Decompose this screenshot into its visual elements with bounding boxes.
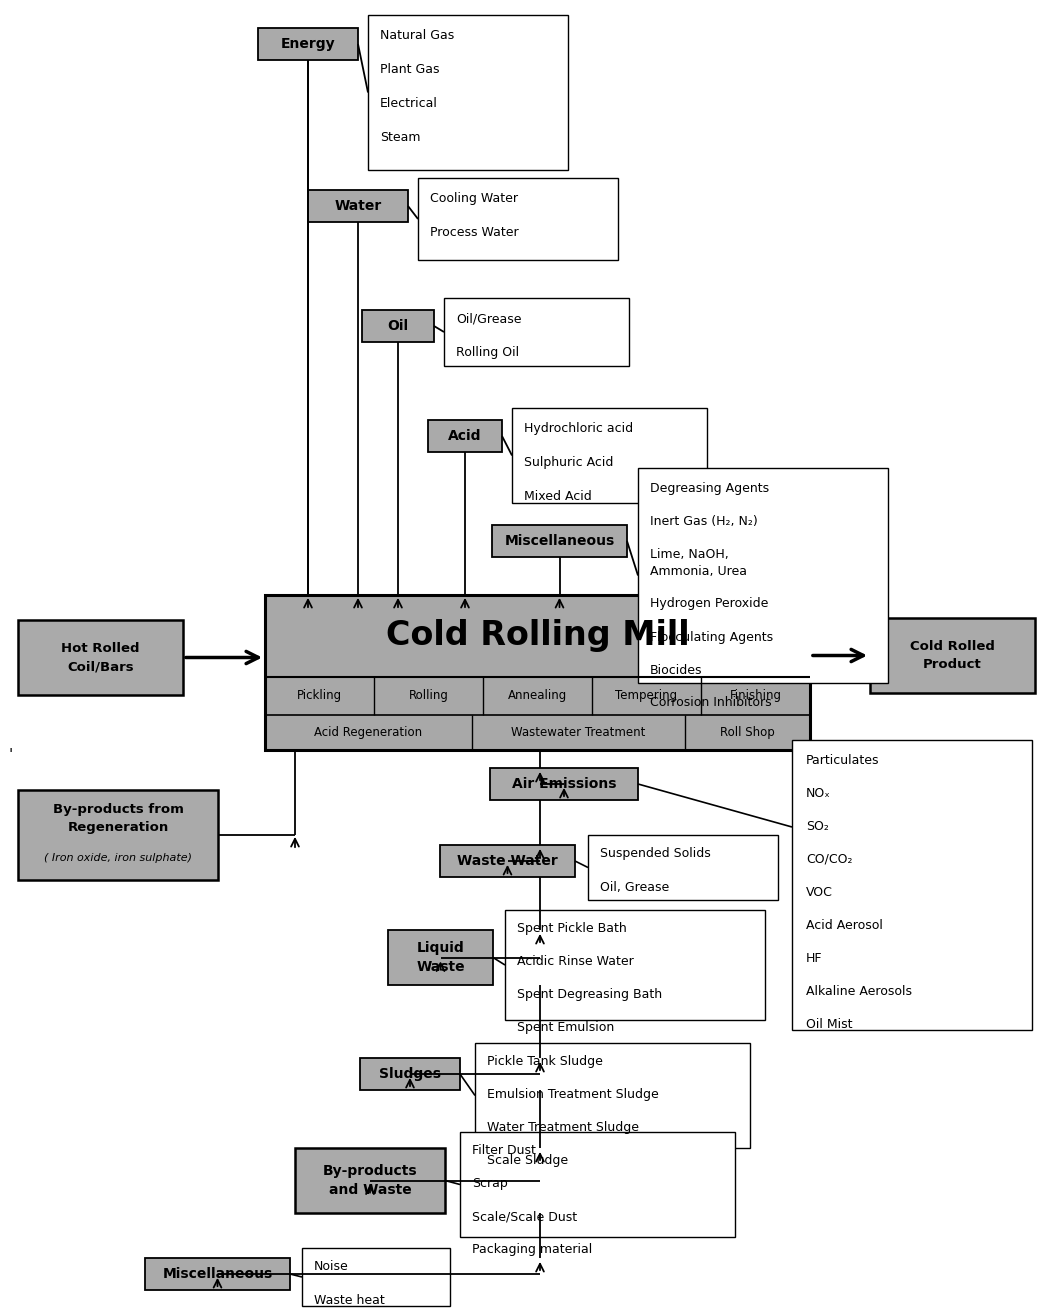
Text: Natural Gas

Plant Gas

Electrical

Steam: Natural Gas Plant Gas Electrical Steam — [380, 29, 454, 145]
Text: Pickle Tank Sludge

Emulsion Treatment Sludge

Water Treatment Sludge

Scale Slu: Pickle Tank Sludge Emulsion Treatment Sl… — [487, 1055, 659, 1167]
Bar — [460, 1131, 735, 1236]
Text: Rolling: Rolling — [409, 690, 448, 703]
Bar — [440, 845, 575, 876]
Bar — [428, 420, 502, 452]
Text: Energy: Energy — [280, 37, 335, 51]
Text: Waste Water: Waste Water — [457, 854, 558, 869]
Bar — [418, 177, 618, 260]
Text: Suspended Solids

Oil, Grease: Suspended Solids Oil, Grease — [600, 848, 710, 894]
Bar — [145, 1257, 290, 1290]
Bar — [18, 620, 183, 695]
Text: Degreasing Agents

Inert Gas (H₂, N₂)

Lime, NaOH,
Ammonia, Urea

Hydrogen Perox: Degreasing Agents Inert Gas (H₂, N₂) Lim… — [650, 482, 774, 710]
Text: Hydrochloric acid

Sulphuric Acid

Mixed Acid: Hydrochloric acid Sulphuric Acid Mixed A… — [524, 422, 633, 503]
Bar — [588, 834, 778, 900]
Bar — [870, 618, 1035, 692]
Text: By-products from
Regeneration: By-products from Regeneration — [53, 803, 183, 833]
Text: Hot Rolled
Coil/Bars: Hot Rolled Coil/Bars — [61, 643, 140, 673]
Text: Liquid
Waste: Liquid Waste — [416, 941, 465, 974]
Bar — [258, 28, 358, 60]
Text: Water: Water — [334, 198, 382, 213]
Text: Cold Rolled
Product: Cold Rolled Product — [910, 640, 995, 671]
Text: Finishing: Finishing — [729, 690, 781, 703]
Text: Particulates

NOₓ

SO₂

CO/CO₂

VOC

Acid Aerosol

HF

Alkaline Aerosols

Oil Mi: Particulates NOₓ SO₂ CO/CO₂ VOC Acid Aer… — [806, 754, 912, 1031]
Text: Wastewater Treatment: Wastewater Treatment — [511, 727, 645, 738]
Text: Miscellaneous: Miscellaneous — [505, 533, 614, 548]
Text: Annealing: Annealing — [508, 690, 567, 703]
Bar — [308, 191, 408, 222]
Text: Spent Pickle Bath

Acidic Rinse Water

Spent Degreasing Bath

Spent Emulsion: Spent Pickle Bath Acidic Rinse Water Spe… — [518, 922, 662, 1034]
Bar — [360, 1058, 460, 1091]
Bar — [638, 468, 889, 683]
Bar — [265, 595, 811, 750]
Text: ( Iron oxide, iron sulphate): ( Iron oxide, iron sulphate) — [44, 853, 192, 863]
Bar — [302, 1248, 450, 1306]
Text: Tempering: Tempering — [616, 690, 678, 703]
Text: Cooling Water

Process Water: Cooling Water Process Water — [430, 192, 519, 239]
Text: Oil: Oil — [388, 319, 409, 332]
Text: ': ' — [8, 748, 13, 762]
Text: By-products
and Waste: By-products and Waste — [323, 1164, 417, 1197]
Bar — [388, 930, 493, 986]
Bar — [490, 767, 638, 800]
Text: Noise

Waste heat: Noise Waste heat — [314, 1260, 385, 1307]
Bar — [475, 1043, 750, 1148]
Text: Air Emissions: Air Emissions — [512, 777, 617, 791]
Text: Miscellaneous: Miscellaneous — [162, 1267, 273, 1281]
Bar — [505, 911, 765, 1020]
Bar — [368, 14, 568, 170]
Bar — [512, 409, 707, 503]
Text: Sludges: Sludges — [379, 1067, 441, 1081]
Text: Acid: Acid — [448, 428, 482, 443]
Text: Oil/Grease

Rolling Oil: Oil/Grease Rolling Oil — [456, 311, 522, 359]
Bar — [295, 1148, 445, 1213]
Bar — [18, 790, 218, 880]
Text: Roll Shop: Roll Shop — [720, 727, 775, 738]
Text: Cold Rolling Mill: Cold Rolling Mill — [386, 619, 689, 653]
Bar — [444, 298, 629, 367]
Bar — [492, 526, 627, 557]
Bar — [362, 310, 434, 342]
Text: Pickling: Pickling — [297, 690, 343, 703]
Text: Acid Regeneration: Acid Regeneration — [314, 727, 423, 738]
Bar — [792, 740, 1032, 1030]
Text: Filter Dust

Scrap

Scale/Scale Dust

Packaging material: Filter Dust Scrap Scale/Scale Dust Packa… — [472, 1144, 592, 1256]
